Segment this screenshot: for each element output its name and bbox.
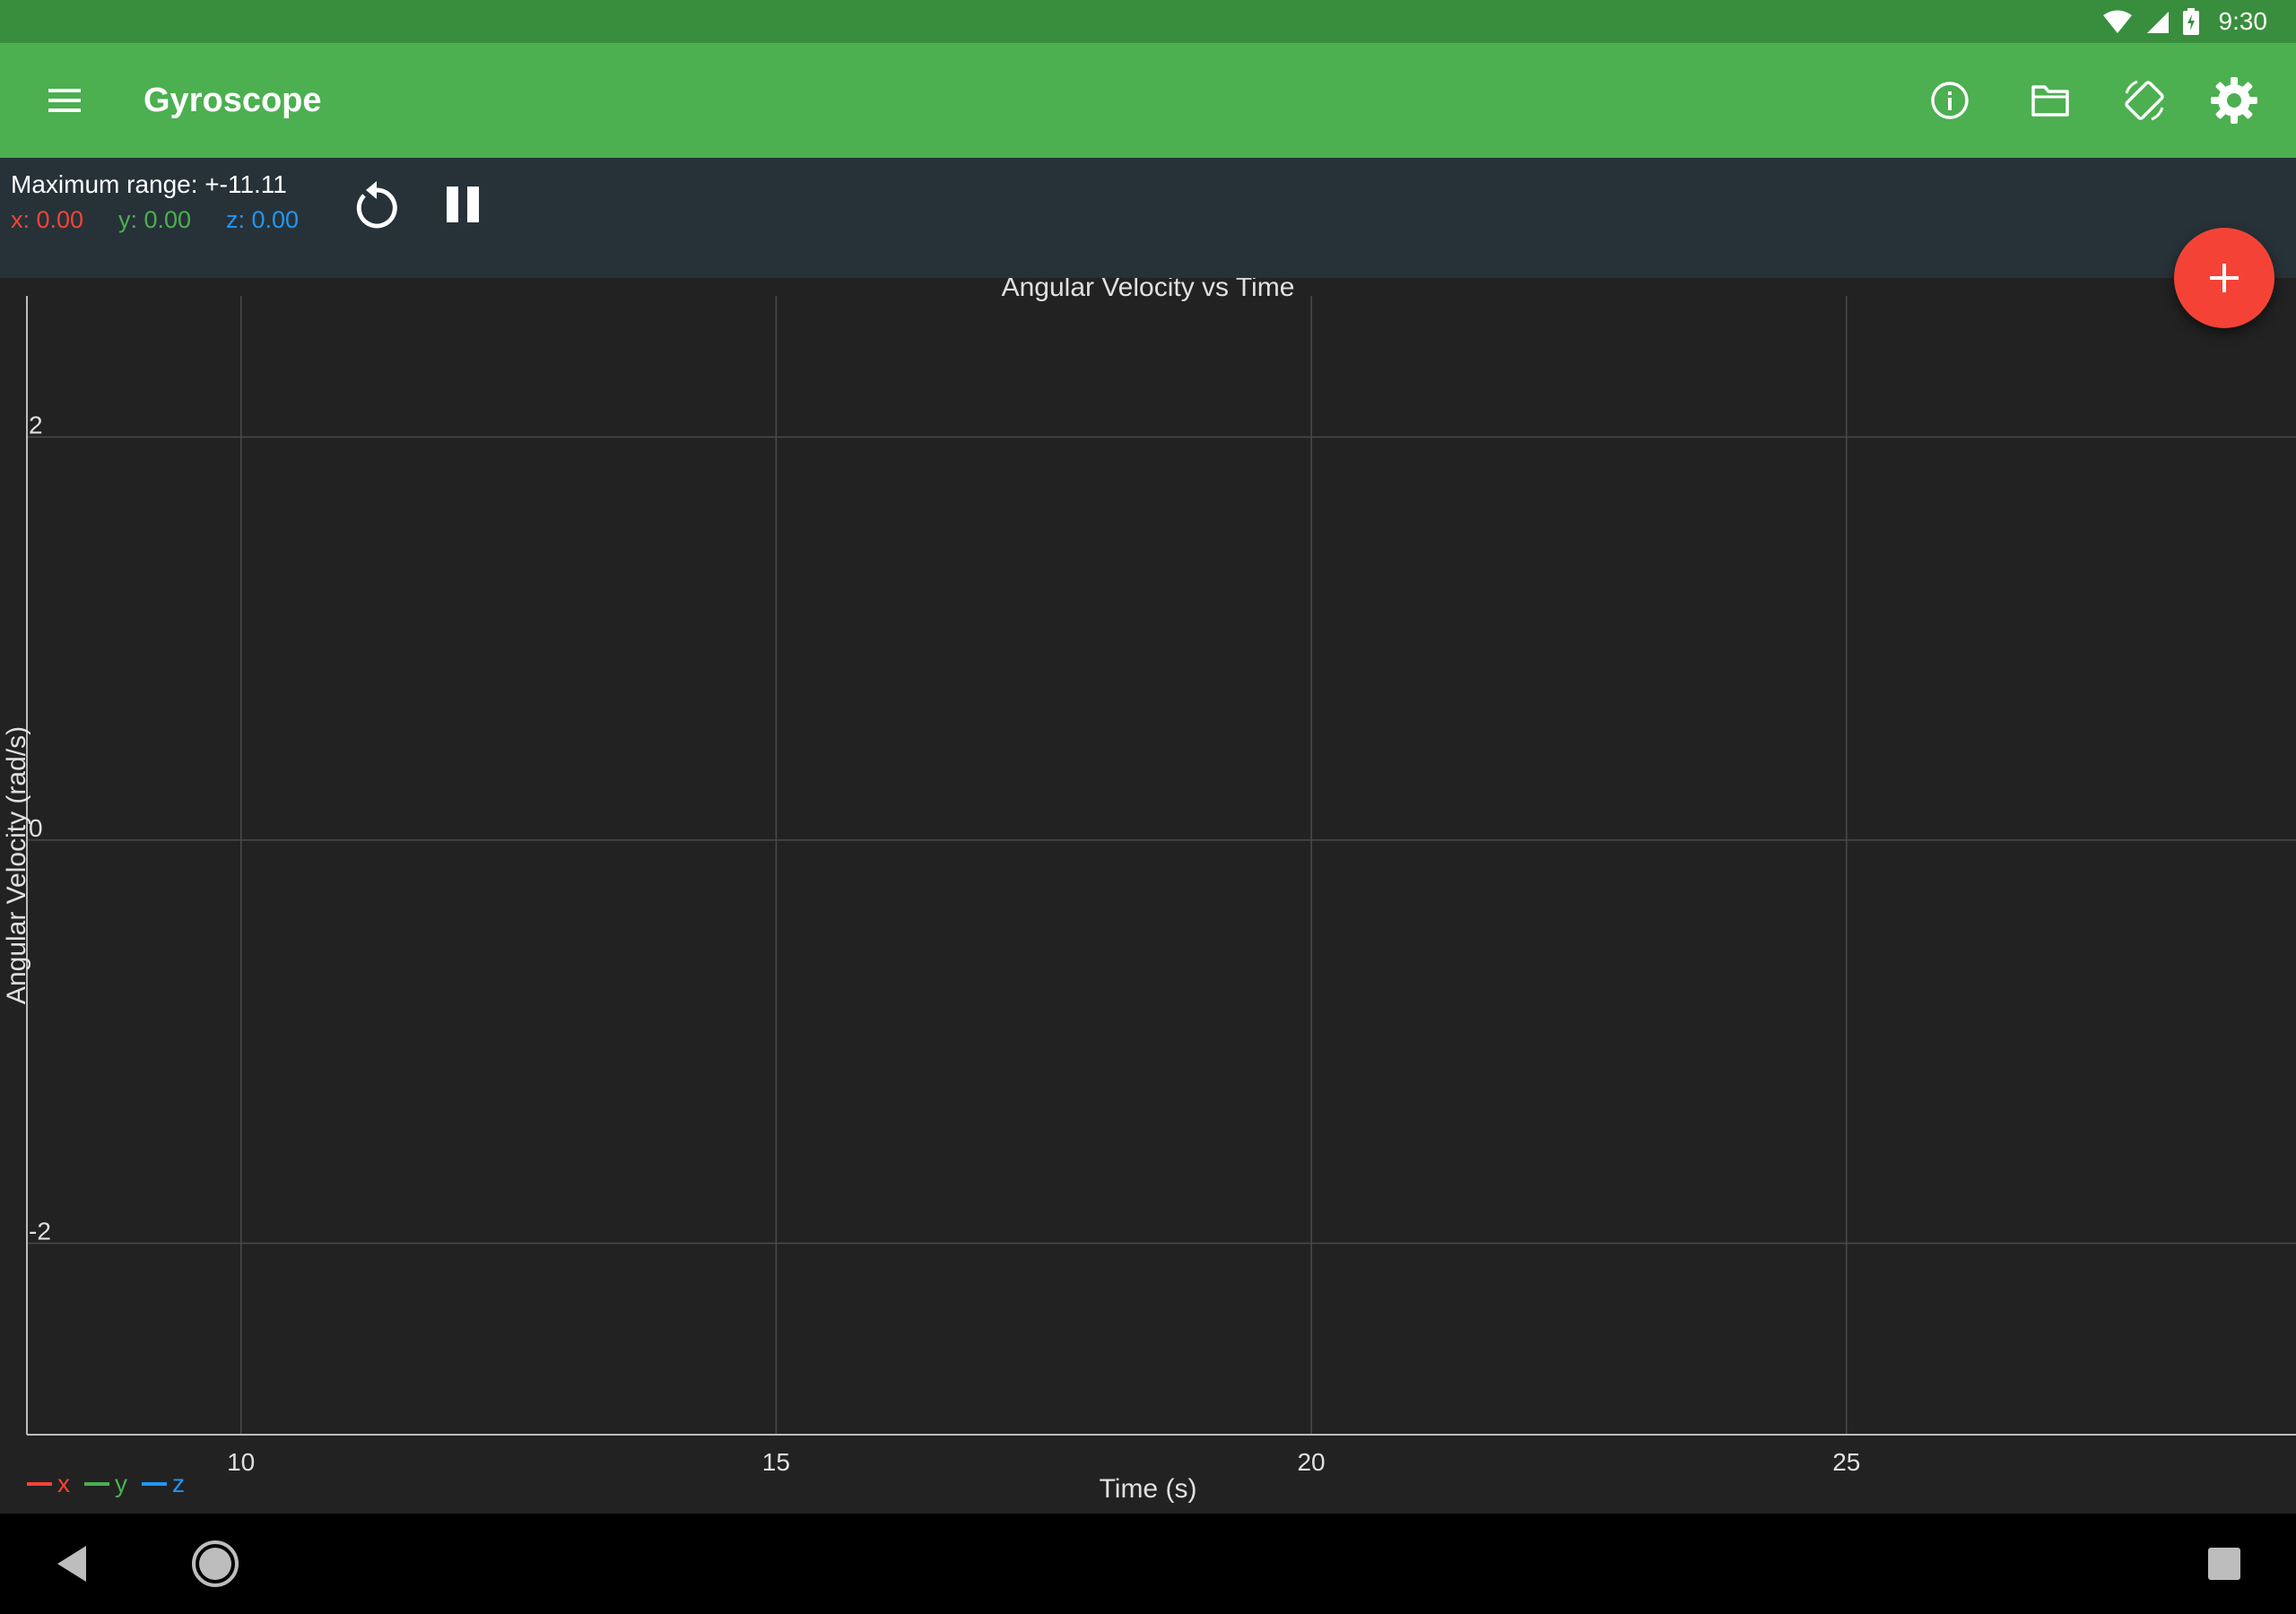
x-tick-label: 25 xyxy=(1832,1448,1860,1476)
x-value-label: x: 0.00 xyxy=(11,206,84,233)
folder-icon xyxy=(2031,85,2069,117)
home-button[interactable] xyxy=(179,1528,251,1600)
chart-title: Angular Velocity vs Time xyxy=(1002,278,1295,302)
home-icon xyxy=(192,1540,239,1587)
back-button[interactable] xyxy=(36,1528,108,1600)
navigation-bar xyxy=(0,1514,2296,1614)
y-tick-label: 2 xyxy=(29,411,43,438)
recents-button[interactable] xyxy=(2188,1528,2260,1600)
settings-button[interactable] xyxy=(2202,68,2266,133)
x-axis-label: Time (s) xyxy=(1100,1474,1197,1504)
z-value-label: z: 0.00 xyxy=(226,206,300,233)
y-tick-label: -2 xyxy=(29,1217,51,1245)
plus-icon xyxy=(2210,264,2239,292)
back-icon xyxy=(57,1546,86,1582)
x-tick-label: 10 xyxy=(227,1448,255,1476)
status-bar: 9:30 xyxy=(0,0,2296,43)
sensor-info-panel: Maximum range: +-11.11 x: 0.00 y: 0.00 z… xyxy=(0,158,2296,278)
maximum-range-label: Maximum range: +-11.11 xyxy=(11,170,287,198)
pause-button[interactable] xyxy=(430,172,495,237)
y-axis-label: Angular Velocity (rad/s) xyxy=(2,726,31,1004)
menu-button[interactable] xyxy=(32,72,97,129)
chart-area: 10 15 20 25 2 0 -2 Angular Velocity vs Time Time… xyxy=(0,278,2296,1514)
y-value-label: y: 0.00 xyxy=(118,206,192,233)
reset-icon xyxy=(356,181,397,229)
legend-label-x: x xyxy=(57,1470,70,1497)
cellular-signal-icon xyxy=(2146,12,2169,33)
info-icon xyxy=(1931,82,1969,119)
battery-icon xyxy=(2182,8,2199,35)
legend-label-z: z xyxy=(172,1470,185,1497)
settings-icon xyxy=(2211,77,2257,124)
status-clock: 9:30 xyxy=(2218,7,2268,35)
pause-icon xyxy=(447,187,479,222)
screen-rotation-button[interactable] xyxy=(2112,68,2177,133)
add-fab-button[interactable] xyxy=(2174,228,2274,328)
y-tick-label: 0 xyxy=(29,814,43,842)
legend-label-y: y xyxy=(115,1470,127,1497)
info-button[interactable] xyxy=(1918,68,1982,133)
wifi-icon xyxy=(2102,10,2132,33)
screen-rotation-icon xyxy=(2125,80,2164,121)
chart-legend: x y z xyxy=(27,1470,185,1497)
reset-button[interactable] xyxy=(344,172,409,237)
folder-button[interactable] xyxy=(2018,68,2083,133)
x-tick-label: 20 xyxy=(1297,1448,1325,1476)
app-bar: Gyroscope xyxy=(0,43,2296,158)
menu-icon xyxy=(48,89,81,112)
recents-icon xyxy=(2208,1548,2240,1580)
x-tick-label: 15 xyxy=(762,1448,790,1476)
app-title: Gyroscope xyxy=(144,82,322,119)
